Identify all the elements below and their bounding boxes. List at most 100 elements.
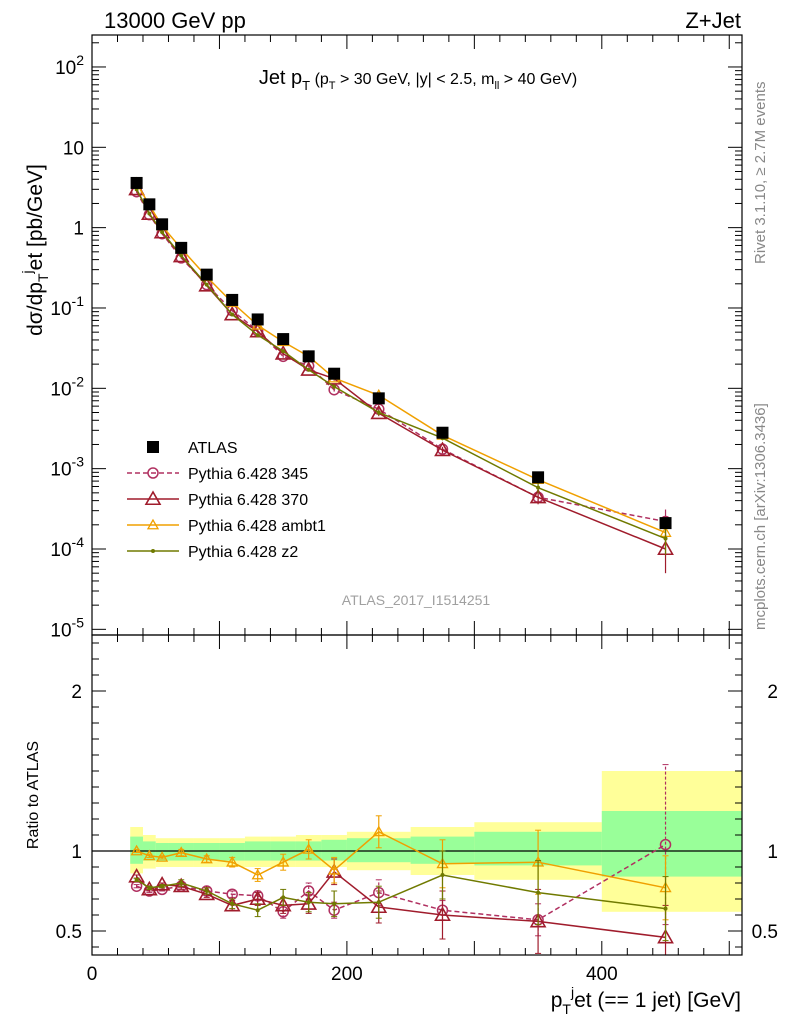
series-pythia-6-428-370 [128, 180, 674, 574]
y-tick-label: 10-5 [50, 614, 84, 641]
data-point [372, 825, 385, 837]
header-left: 13000 GeV pp [104, 8, 246, 33]
data-point [436, 426, 449, 439]
data-point [230, 312, 235, 317]
data-point [302, 843, 315, 854]
data-point [140, 205, 158, 221]
data-point [274, 345, 292, 360]
data-point [657, 928, 674, 944]
data-point [140, 880, 158, 896]
data-point [172, 247, 190, 263]
data-point [376, 900, 381, 905]
series-pythia-6-428-345 [130, 185, 672, 540]
legend-entry: Pythia 6.428 ambt1 [127, 518, 326, 535]
ratio-ticks: 0 200 400 0.5 0.5 1 1 2 2 [56, 635, 778, 985]
series-atlas [130, 176, 672, 530]
data-point [434, 441, 451, 457]
data-point [179, 253, 184, 258]
legend-marker [151, 549, 155, 553]
analysis-id: ATLAS_2017_I1514251 [342, 592, 491, 608]
y-tick-label-left: 1 [71, 842, 82, 863]
y-tick-label: 10-4 [50, 534, 84, 561]
data-point [663, 906, 668, 911]
svg-text:pTjet (== 1 jet) [GeV]: pTjet (== 1 jet) [GeV] [551, 984, 741, 1017]
data-point [440, 873, 445, 877]
x-tick-label: 0 [87, 964, 98, 985]
data-point [155, 851, 169, 862]
y-tick-label: 10-3 [50, 454, 84, 481]
main-panel: Jet pT (pT > 30 GeV, |y| < 2.5, mll > 40… [19, 34, 743, 641]
legend-entry: ATLAS [147, 440, 238, 457]
y-tick-label-left: 2 [71, 682, 82, 703]
data-point [160, 884, 165, 889]
mcplots-label: mcplots.cern.ch [arXiv:1306.3436] [752, 403, 769, 630]
data-point [328, 367, 341, 380]
x-tick-label: 200 [331, 964, 363, 985]
legend-entry: Pythia 6.428 345 [127, 466, 308, 483]
data-point [223, 305, 241, 321]
green-band-segment [321, 839, 347, 861]
y-tick-label-right: 2 [767, 682, 778, 703]
data-point [153, 223, 171, 239]
data-point [251, 313, 264, 326]
y-tick-label: 102 [55, 52, 84, 79]
data-point [277, 855, 290, 867]
y-tick-label: 10 [63, 138, 84, 159]
y-tick-label-left: 0.5 [56, 922, 82, 943]
data-point [663, 536, 668, 541]
data-point [376, 410, 381, 415]
series-line [136, 870, 666, 939]
data-point [204, 282, 209, 287]
main-series [128, 176, 674, 574]
legend-marker [147, 467, 159, 479]
ratio-bands [130, 771, 742, 912]
ratio-ylabel: Ratio to ATLAS [25, 741, 42, 849]
data-point [147, 885, 152, 890]
series-line [135, 188, 666, 540]
legend-marker [147, 441, 159, 453]
data-point [226, 293, 239, 306]
data-point [332, 901, 337, 906]
data-point [226, 855, 239, 867]
main-ticks: 10-5 10-4 10-3 10-2 10-1 1 10 102 [50, 35, 742, 641]
data-point [332, 384, 337, 389]
x-tick-label: 400 [586, 964, 618, 985]
data-point [659, 838, 672, 851]
data-point [372, 392, 385, 405]
legend: ATLAS Pythia 6.428 345 Pythia 6.428 370 Pyt… [127, 440, 326, 561]
legend-entry: Pythia 6.428 z2 [127, 544, 298, 561]
data-point [306, 900, 311, 905]
series-pythia-6-428-ambt1 [130, 176, 672, 546]
header-right: Z+Jet [685, 8, 741, 33]
y-tick-label-right: 0.5 [752, 922, 778, 943]
data-point [175, 846, 188, 857]
data-point [230, 901, 235, 906]
data-point [200, 852, 213, 864]
data-point [300, 361, 318, 376]
legend-label: Pythia 6.428 ambt1 [188, 518, 326, 535]
data-point [302, 350, 315, 363]
data-point [277, 333, 290, 346]
data-point [255, 333, 260, 338]
green-band-segment [193, 843, 220, 861]
y-tick-label: 10-2 [50, 373, 84, 400]
data-point [281, 895, 286, 900]
data-point [134, 877, 139, 882]
data-point [328, 863, 341, 875]
data-point [147, 211, 152, 216]
data-point [434, 906, 451, 922]
data-point [370, 404, 388, 420]
ratio-plot-frame [91, 634, 743, 956]
data-point [536, 890, 541, 895]
legend-entry: Pythia 6.428 370 [127, 490, 308, 509]
svg-text:dσ/dpTjet [pb/GeV]: dσ/dpTjet [pb/GeV] [19, 164, 51, 336]
green-band-segment [219, 843, 245, 861]
main-ylabel: dσ/dpTjet [pb/GeV] [19, 164, 51, 336]
data-point [251, 868, 264, 880]
data-point [143, 198, 156, 211]
y-tick-label: 1 [73, 219, 84, 240]
data-point [529, 912, 547, 928]
series-pythia-6-428-z2 [134, 187, 668, 555]
data-point [198, 276, 216, 292]
legend-label: Pythia 6.428 345 [188, 466, 308, 483]
